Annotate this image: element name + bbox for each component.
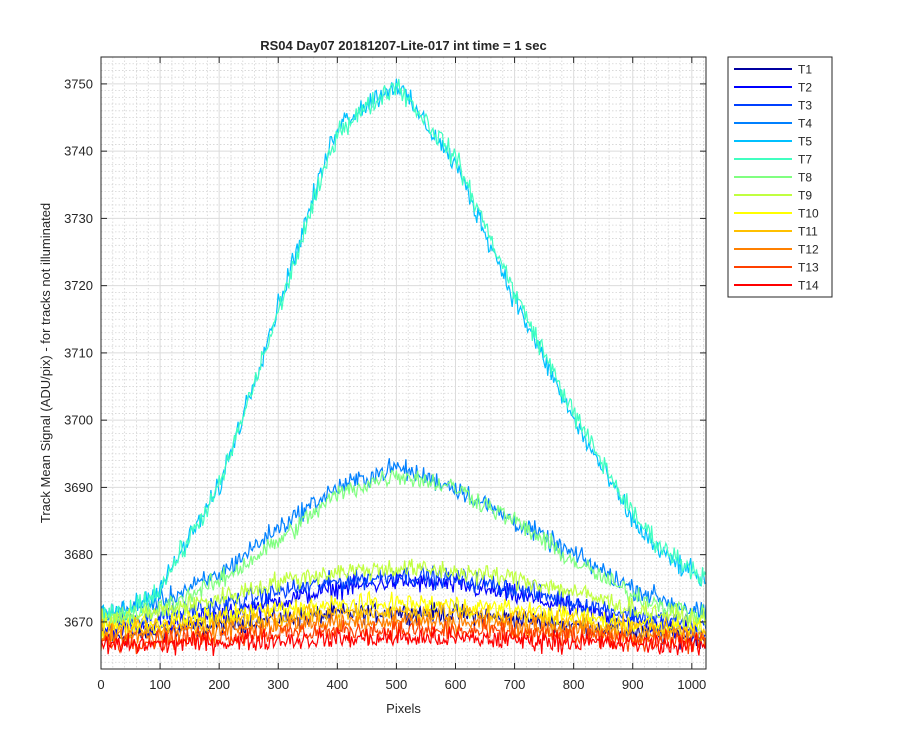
series-line-t13 bbox=[101, 618, 706, 655]
axes-box bbox=[100, 56, 707, 670]
chart-title: RS04 Day07 20181207-Lite-017 int time = … bbox=[260, 38, 547, 53]
legend-item-t11: T11 bbox=[734, 225, 818, 239]
legend-item-t9: T9 bbox=[734, 189, 812, 203]
legend-label: T3 bbox=[798, 99, 812, 113]
legend: T1 T2 T3 T4 T5 T7 T8 T9 T10 T11 T12 T13 T14 bbox=[727, 56, 833, 298]
legend-label: T11 bbox=[798, 225, 818, 239]
series-line-t7 bbox=[101, 78, 706, 625]
series-line-t1 bbox=[101, 601, 706, 650]
x-tick-label: 1000 bbox=[677, 677, 706, 692]
y-tick-label: 3690 bbox=[64, 480, 93, 495]
series-line-t4 bbox=[101, 458, 706, 623]
x-tick-label: 800 bbox=[563, 677, 585, 692]
legend-label: T12 bbox=[798, 243, 819, 257]
x-tick-label: 600 bbox=[445, 677, 467, 692]
x-tick-label: 0 bbox=[97, 677, 104, 692]
legend-label: T9 bbox=[798, 189, 812, 203]
legend-label: T14 bbox=[798, 279, 819, 293]
y-tick-label: 3680 bbox=[64, 547, 93, 562]
legend-label: T10 bbox=[798, 207, 819, 221]
x-tick-label: 900 bbox=[622, 677, 644, 692]
y-tick-label: 3710 bbox=[64, 345, 93, 360]
legend-items: T1 T2 T3 T4 T5 T7 T8 T9 T10 T11 T12 T13 T14 bbox=[734, 63, 819, 293]
legend-item-t5: T5 bbox=[734, 135, 812, 149]
series-line-t8 bbox=[101, 469, 706, 627]
x-tick-label: 300 bbox=[267, 677, 289, 692]
y-tick-label: 3750 bbox=[64, 76, 93, 91]
legend-item-t12: T12 bbox=[734, 243, 819, 257]
x-tick-label: 200 bbox=[208, 677, 230, 692]
y-tick-label: 3720 bbox=[64, 278, 93, 293]
y-tick-label: 3740 bbox=[64, 144, 93, 159]
series-layer bbox=[101, 78, 706, 656]
series-line-t9 bbox=[101, 558, 706, 633]
x-tick-label: 700 bbox=[504, 677, 526, 692]
legend-item-t7: T7 bbox=[734, 153, 812, 167]
legend-item-t13: T13 bbox=[734, 261, 819, 275]
legend-label: T5 bbox=[798, 135, 812, 149]
ticks-layer: 0 100 200 300 400 500 600 700 800 900 1000 3670 3680… bbox=[64, 57, 706, 692]
y-axis-label: Track Mean Signal (ADU/pix) - for tracks… bbox=[38, 203, 53, 523]
legend-label: T8 bbox=[798, 171, 812, 185]
legend-item-t2: T2 bbox=[734, 81, 812, 95]
legend-label: T1 bbox=[798, 63, 812, 77]
series-line-t14 bbox=[101, 626, 706, 656]
series-line-t3 bbox=[101, 565, 706, 635]
legend-label: T4 bbox=[798, 117, 812, 131]
series-line-t10 bbox=[101, 590, 706, 640]
series-line-t11 bbox=[101, 601, 706, 642]
y-tick-label: 3670 bbox=[64, 614, 93, 629]
legend-item-t10: T10 bbox=[734, 207, 819, 221]
y-tick-label: 3700 bbox=[64, 413, 93, 428]
legend-item-t4: T4 bbox=[734, 117, 812, 131]
plot-area: 0 100 200 300 400 500 600 700 800 900 1000 3670 3680… bbox=[64, 56, 707, 692]
legend-item-t1: T1 bbox=[734, 63, 812, 77]
y-tick-label: 3730 bbox=[64, 211, 93, 226]
series-line-t2 bbox=[101, 572, 706, 641]
legend-item-t8: T8 bbox=[734, 171, 812, 185]
legend-item-t3: T3 bbox=[734, 99, 812, 113]
legend-label: T7 bbox=[798, 153, 812, 167]
legend-item-t14: T14 bbox=[734, 279, 819, 293]
x-tick-label: 400 bbox=[326, 677, 348, 692]
x-tick-label: 500 bbox=[386, 677, 408, 692]
x-axis-label: Pixels bbox=[386, 701, 421, 716]
legend-label: T2 bbox=[798, 81, 812, 95]
x-tick-label: 100 bbox=[149, 677, 171, 692]
legend-label: T13 bbox=[798, 261, 819, 275]
